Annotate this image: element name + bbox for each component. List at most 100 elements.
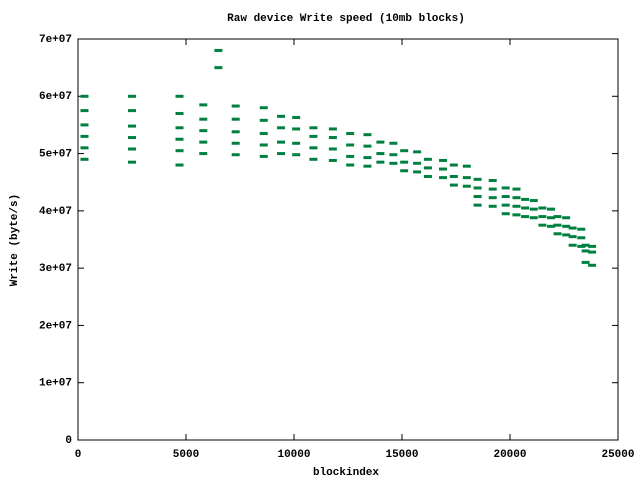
point <box>328 147 337 151</box>
point <box>389 141 398 145</box>
point <box>538 223 547 227</box>
point <box>231 117 240 121</box>
point <box>462 164 471 168</box>
point <box>231 130 240 134</box>
point <box>80 94 89 98</box>
point <box>277 140 286 144</box>
point <box>292 141 301 145</box>
point <box>128 147 136 151</box>
plot-border <box>77 38 619 441</box>
point <box>581 249 590 253</box>
point <box>588 263 597 267</box>
point <box>292 115 301 119</box>
point <box>423 166 432 170</box>
point <box>363 164 372 168</box>
point <box>199 140 208 144</box>
x-axis-label: blockindex <box>313 467 379 479</box>
point <box>199 117 208 121</box>
point <box>231 153 240 157</box>
point <box>389 161 398 165</box>
x-tick-label: 20000 <box>493 449 526 461</box>
point <box>376 160 385 164</box>
point <box>231 104 240 108</box>
point <box>309 134 318 138</box>
point <box>175 149 184 153</box>
y-axis-label: Write (byte/s) <box>9 194 21 286</box>
point <box>568 243 577 247</box>
point <box>175 137 184 141</box>
point <box>214 48 223 52</box>
point <box>588 250 597 254</box>
point <box>259 143 268 147</box>
y-tick-label: 4e+07 <box>39 206 72 218</box>
point <box>175 94 184 98</box>
y-tick-label: 5e+07 <box>39 148 72 160</box>
point <box>562 224 571 228</box>
point <box>562 233 571 237</box>
point <box>423 157 432 161</box>
point <box>449 163 458 167</box>
point <box>400 149 409 153</box>
point <box>562 216 571 220</box>
point <box>439 176 448 180</box>
chart-title: Raw device Write speed (10mb blocks) <box>227 13 465 25</box>
point <box>277 126 286 130</box>
point <box>128 136 136 140</box>
point <box>80 109 89 113</box>
point <box>512 204 521 208</box>
point <box>259 154 268 158</box>
point <box>328 127 337 131</box>
point <box>328 158 337 162</box>
point <box>529 199 538 203</box>
point <box>259 106 268 110</box>
x-tick-label: 25000 <box>601 449 634 461</box>
point <box>400 169 409 173</box>
y-tick-label: 6e+07 <box>39 91 72 103</box>
point <box>538 215 547 219</box>
point <box>488 204 497 208</box>
point <box>488 187 497 191</box>
point <box>346 132 355 136</box>
point <box>413 150 422 154</box>
point <box>346 143 355 147</box>
point <box>309 146 318 150</box>
point <box>473 186 482 190</box>
point <box>199 103 208 107</box>
y-tick-label: 3e+07 <box>39 263 72 275</box>
point <box>521 197 530 201</box>
point <box>277 114 286 118</box>
point <box>423 174 432 178</box>
point <box>577 244 586 248</box>
x-tick-label: 0 <box>75 449 82 461</box>
point <box>529 216 538 220</box>
point <box>175 126 184 130</box>
point <box>512 213 521 217</box>
point <box>413 170 422 174</box>
point <box>128 160 136 164</box>
point <box>277 152 286 156</box>
point <box>80 157 89 161</box>
point <box>175 163 184 167</box>
point <box>501 203 510 207</box>
point <box>521 206 530 210</box>
point <box>547 207 556 211</box>
point <box>529 207 538 211</box>
point <box>80 134 89 138</box>
point <box>80 146 89 150</box>
point <box>488 196 497 200</box>
point <box>439 167 448 171</box>
point <box>363 156 372 160</box>
point <box>80 123 89 127</box>
point <box>128 94 136 98</box>
point <box>376 152 385 156</box>
point <box>214 66 223 70</box>
x-tick-label: 5000 <box>173 449 199 461</box>
point <box>346 154 355 158</box>
y-tick-label: 7e+07 <box>39 34 72 46</box>
x-tick-label: 10000 <box>277 449 310 461</box>
point <box>449 183 458 187</box>
point <box>309 157 318 161</box>
point <box>581 260 590 264</box>
point <box>199 129 208 133</box>
